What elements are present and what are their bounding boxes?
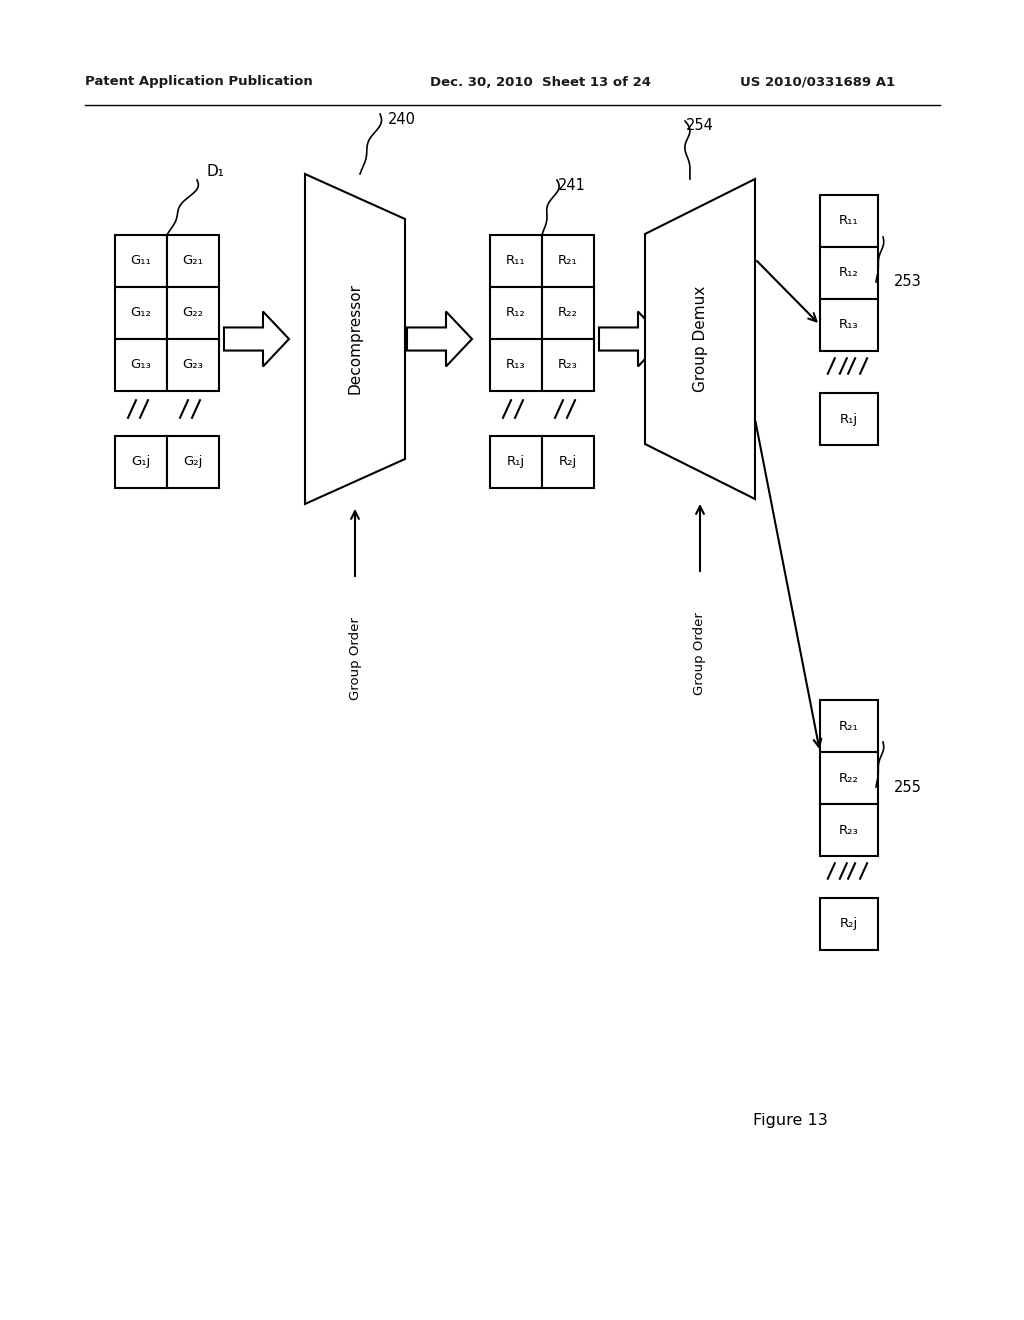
Text: G₁j: G₁j — [131, 455, 151, 469]
Text: Figure 13: Figure 13 — [753, 1113, 827, 1127]
Text: G₂₃: G₂₃ — [182, 359, 204, 371]
Bar — [542, 286, 594, 339]
Bar — [115, 235, 167, 286]
Text: G₁₂: G₁₂ — [131, 306, 152, 319]
Bar — [167, 286, 219, 339]
Text: G₁₁: G₁₁ — [131, 255, 152, 268]
Text: 253: 253 — [894, 275, 922, 289]
Text: G₁₃: G₁₃ — [131, 359, 152, 371]
Text: R₂₂: R₂₂ — [558, 306, 578, 319]
Text: R₁₃: R₁₃ — [840, 318, 859, 331]
Text: US 2010/0331689 A1: US 2010/0331689 A1 — [740, 75, 895, 88]
Bar — [490, 235, 542, 286]
Bar — [115, 339, 167, 391]
Text: 255: 255 — [894, 780, 922, 795]
Text: R₁₁: R₁₁ — [840, 214, 859, 227]
Text: Patent Application Publication: Patent Application Publication — [85, 75, 312, 88]
Text: R₂₃: R₂₃ — [558, 359, 578, 371]
Text: R₁j: R₁j — [507, 455, 525, 469]
Bar — [115, 436, 167, 488]
Text: R₁₃: R₁₃ — [506, 359, 525, 371]
Text: 241: 241 — [558, 177, 586, 193]
Polygon shape — [599, 312, 664, 367]
Bar — [820, 300, 878, 351]
Text: R₂j: R₂j — [840, 917, 858, 931]
Text: R₁₂: R₁₂ — [506, 306, 526, 319]
Bar — [820, 247, 878, 300]
Bar — [167, 235, 219, 286]
Text: Group Order: Group Order — [348, 618, 361, 701]
Text: R₂₂: R₂₂ — [839, 771, 859, 784]
Bar — [542, 436, 594, 488]
Text: 240: 240 — [388, 111, 416, 127]
Polygon shape — [305, 174, 406, 504]
Text: G₂j: G₂j — [183, 455, 203, 469]
Text: 254: 254 — [686, 119, 714, 133]
Bar — [820, 195, 878, 247]
Bar — [820, 898, 878, 950]
Text: R₁j: R₁j — [840, 412, 858, 425]
Bar — [490, 436, 542, 488]
Polygon shape — [224, 312, 289, 367]
Polygon shape — [645, 180, 755, 499]
Text: R₁₁: R₁₁ — [506, 255, 525, 268]
Text: R₂₁: R₂₁ — [558, 255, 578, 268]
Bar — [542, 235, 594, 286]
Text: Group Order: Group Order — [693, 612, 707, 696]
Text: R₂₁: R₂₁ — [839, 719, 859, 733]
Bar — [167, 436, 219, 488]
Bar — [820, 804, 878, 855]
Text: Decompressor: Decompressor — [347, 284, 362, 395]
Bar — [490, 339, 542, 391]
Bar — [820, 393, 878, 445]
Bar — [542, 339, 594, 391]
Text: R₁₂: R₁₂ — [839, 267, 859, 280]
Bar — [115, 286, 167, 339]
Text: R₂₃: R₂₃ — [839, 824, 859, 837]
Text: G₂₂: G₂₂ — [182, 306, 204, 319]
Text: G₂₁: G₂₁ — [182, 255, 204, 268]
Bar — [820, 700, 878, 752]
Polygon shape — [407, 312, 472, 367]
Bar — [167, 339, 219, 391]
Text: D₁: D₁ — [206, 165, 224, 180]
Text: R₂j: R₂j — [559, 455, 578, 469]
Bar — [820, 752, 878, 804]
Bar — [490, 286, 542, 339]
Text: Dec. 30, 2010  Sheet 13 of 24: Dec. 30, 2010 Sheet 13 of 24 — [430, 75, 651, 88]
Text: Group Demux: Group Demux — [692, 286, 708, 392]
